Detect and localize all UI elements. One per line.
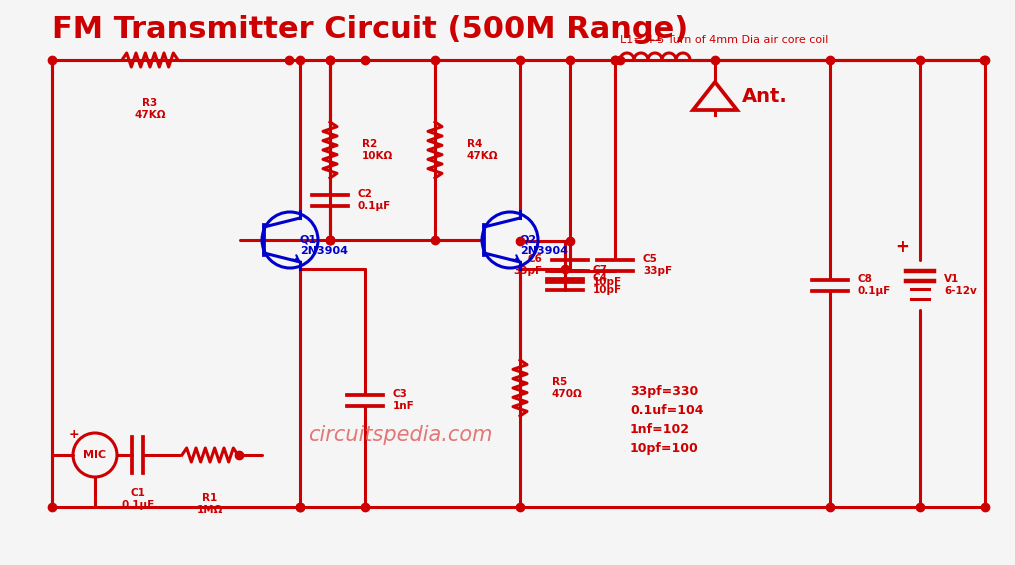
Text: L1: L1 [648, 33, 662, 43]
Text: L1= 4-5 Turn of 4mm Dia air core coil: L1= 4-5 Turn of 4mm Dia air core coil [620, 35, 828, 45]
Text: C3
1nF: C3 1nF [393, 389, 415, 411]
Text: C7
10pF: C7 10pF [593, 265, 622, 287]
Text: Q1
2N3904: Q1 2N3904 [300, 234, 348, 256]
Text: C6
33pF: C6 33pF [513, 254, 542, 276]
Text: Ant.: Ant. [742, 86, 788, 106]
Text: 33pf=330
0.1uf=104
1nf=102
10pf=100: 33pf=330 0.1uf=104 1nf=102 10pf=100 [630, 385, 703, 455]
Text: C1
0.1μF: C1 0.1μF [122, 488, 154, 510]
Text: R2
10KΩ: R2 10KΩ [362, 139, 393, 161]
Text: Q2
2N3904: Q2 2N3904 [520, 234, 568, 256]
Text: +: + [895, 238, 909, 256]
Text: R3
47KΩ: R3 47KΩ [134, 98, 165, 120]
Text: C5
33pF: C5 33pF [642, 254, 672, 276]
Text: +: + [69, 428, 79, 441]
Text: C4
10pF: C4 10pF [593, 273, 622, 295]
Text: FM Transmitter Circuit (500M Range): FM Transmitter Circuit (500M Range) [52, 15, 688, 45]
Text: R4
47KΩ: R4 47KΩ [467, 139, 498, 161]
Text: R1
1MΩ: R1 1MΩ [197, 493, 223, 515]
Text: R5
470Ω: R5 470Ω [552, 377, 583, 399]
Text: C2
0.1μF: C2 0.1μF [358, 189, 391, 211]
Text: C8
0.1μF: C8 0.1μF [858, 274, 891, 296]
Text: circuitspedia.com: circuitspedia.com [308, 425, 492, 445]
Text: V1
6-12v: V1 6-12v [944, 274, 976, 296]
Text: MIC: MIC [83, 450, 107, 460]
